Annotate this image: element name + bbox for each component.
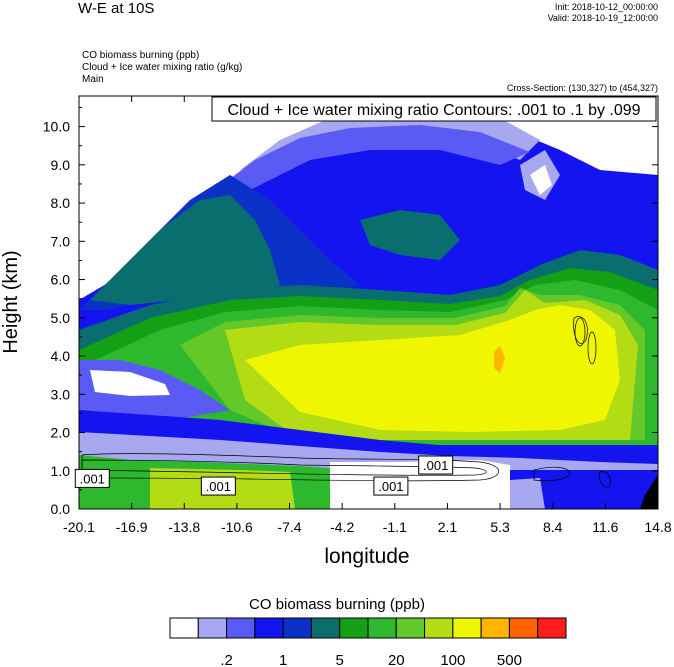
x-tick-label: -4.2: [330, 519, 354, 535]
field-label-main: Main: [82, 74, 104, 85]
x-tick-label: -20.1: [63, 519, 95, 535]
contour-title-box: [211, 96, 657, 122]
colorbar-label: 20: [388, 652, 405, 667]
contour-label-box: [74, 468, 110, 488]
colorbar-swatch: [480, 617, 510, 639]
y-tick-label: 4.0: [51, 348, 71, 364]
field-blue-bottomright: [510, 470, 658, 509]
plot-frame: [78, 95, 659, 510]
colorbar-swatch: [395, 617, 426, 639]
colorbar-swatch: [367, 617, 397, 639]
field-teal-upper: [360, 210, 460, 260]
colorbar-swatch: [339, 617, 369, 639]
x-tick-label: -10.6: [221, 519, 253, 535]
field-white-topright: [530, 165, 552, 195]
colorbar-swatch: [424, 617, 454, 639]
contour-label: .001: [378, 479, 403, 494]
colorbar-swatch: [508, 617, 539, 639]
x-tick-label: 14.8: [644, 519, 671, 535]
colorbar-swatch: [254, 617, 284, 639]
contour-label-box: [373, 476, 409, 496]
colorbar-swatch: [282, 617, 312, 639]
colorbar-swatch: [226, 617, 256, 639]
contour-title: Cloud + Ice water mixing ratio Contours:…: [227, 102, 640, 119]
colorbar-label: 100: [440, 652, 465, 667]
y-tick-label: 10.0: [43, 119, 70, 135]
colorbar-label: 1: [279, 652, 287, 667]
colorbar-label: 500: [497, 652, 522, 667]
y-tick-label: 3.0: [51, 386, 71, 402]
x-tick-label: 8.4: [543, 519, 563, 535]
chart-title: W-E at 10S: [78, 0, 155, 17]
y-tick-label: 2.0: [51, 425, 71, 441]
y-axis-label: Height (km): [0, 250, 22, 353]
shaded-field: [79, 96, 658, 509]
contour-label: .001: [423, 458, 448, 473]
y-tick-label: 0.0: [51, 501, 71, 517]
colorbar-title: CO biomass burning (ppb): [249, 596, 425, 613]
x-axis: -20.1 -16.9 -13.8 -10.6 -7.4 -4.2 -1.1 2.1 5.3 8.…: [63, 96, 672, 535]
colorbar-swatch: [452, 617, 482, 639]
x-tick-label: -7.4: [277, 519, 301, 535]
cross-section-label: Cross-Section: (130,327) to (454,327): [506, 83, 658, 93]
x-tick-label: 2.1: [438, 519, 458, 535]
valid-time: Valid: 2018-10-19_12:00:00: [547, 13, 658, 23]
init-time: Init: 2018-10-12_00:00:00: [554, 2, 658, 12]
colorbar-swatch: [169, 617, 199, 639]
colorbar: .2 1 5 20 100 500: [169, 617, 567, 667]
contour-label-box: [200, 476, 236, 496]
x-tick-label: -13.8: [168, 519, 200, 535]
colorbar-swatch: [310, 617, 341, 639]
field-yellow-core: [245, 305, 620, 432]
x-tick-label: 5.3: [490, 519, 510, 535]
y-tick-label: 1.0: [51, 463, 71, 479]
y-tick-label: 5.0: [51, 310, 71, 326]
field-teal-left: [90, 195, 280, 305]
field-mediumblue-top: [215, 125, 530, 190]
field-orange-spot: [494, 346, 505, 373]
y-tick-label: 7.0: [51, 233, 71, 249]
field-label-cloud: Cloud + Ice water mixing ratio (g/kg): [82, 62, 243, 73]
contour-label-group: .001 .001 .001 .001: [74, 455, 454, 496]
field-black-corner: [640, 475, 658, 509]
field-white-lowleft: [90, 370, 170, 396]
y-tick-label: 8.0: [51, 195, 71, 211]
field-paleblue-bottomright: [510, 478, 545, 509]
field-white-bottom: [330, 460, 515, 509]
contour-label: .001: [206, 479, 231, 494]
y-tick-label: 6.0: [51, 272, 71, 288]
x-tick-label: 11.6: [592, 519, 618, 535]
contour-label-box: [418, 455, 454, 475]
y-tick-label: 9.0: [51, 157, 71, 173]
colorbar-label: .2: [220, 652, 233, 667]
colorbar-swatch: [197, 617, 228, 639]
colorbar-label: 5: [336, 652, 344, 667]
x-tick-label: -16.9: [116, 519, 148, 535]
colorbar-swatch: [537, 617, 567, 639]
x-axis-label: longitude: [324, 545, 409, 568]
x-tick-label: -1.1: [383, 519, 407, 535]
contour-label: .001: [80, 471, 105, 486]
field-label-co: CO biomass burning (ppb): [82, 50, 200, 61]
y-axis: 0.0 1.0 2.0 3.0 4.0 5.0 6.0 7.0 8.0 9.0 10.0: [43, 106, 658, 517]
